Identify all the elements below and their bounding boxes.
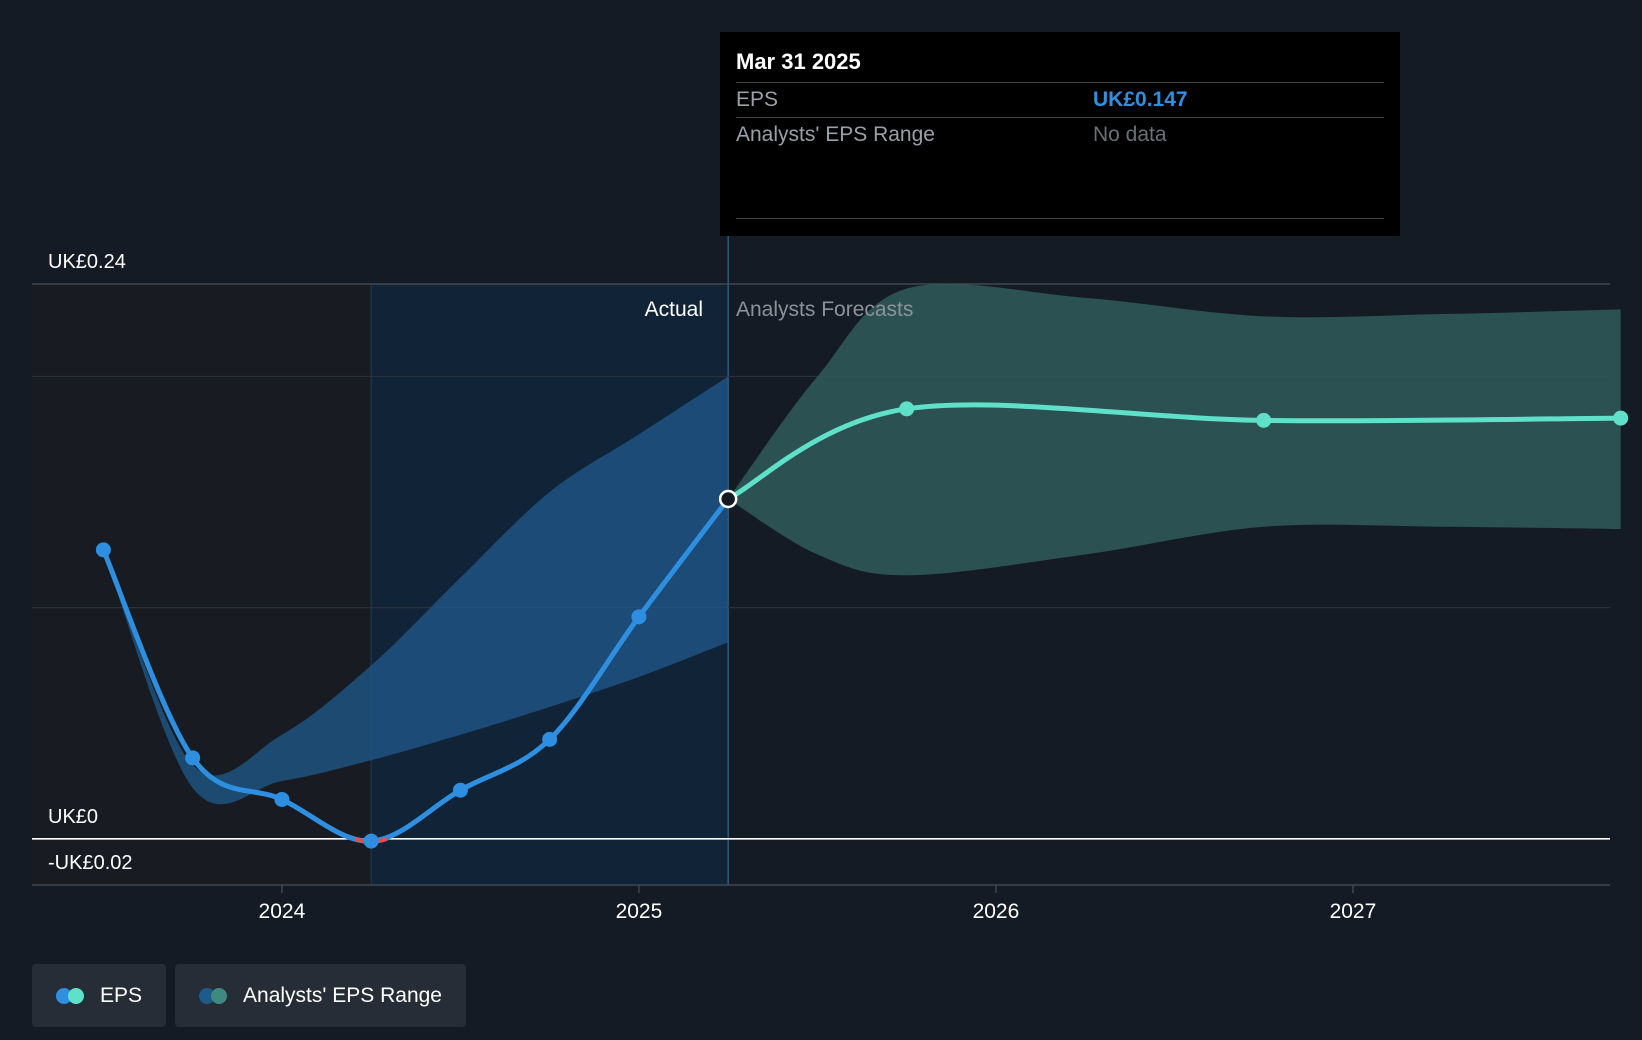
eps-point-forecast-2: [1256, 412, 1272, 428]
eps-point-actual-1: [185, 750, 201, 766]
legend-item-range[interactable]: Analysts' EPS Range: [175, 964, 466, 1027]
eps-point-actual-5: [542, 731, 558, 747]
eps-line-forecast: [725, 402, 1624, 502]
eps-point-forecast-1: [899, 401, 915, 417]
eps-point-actual-6: [631, 609, 647, 625]
actual-eps-range-area: [103, 376, 729, 805]
x-tick-label-1: 2025: [616, 900, 663, 923]
x-tick-label-0: 2024: [259, 900, 306, 923]
eps-point-actual-2: [274, 791, 290, 807]
x-tick-label-3: 2027: [1330, 900, 1377, 923]
tooltip-row-range: Analysts' EPS Range No data: [736, 118, 1384, 152]
tooltip-range-label: Analysts' EPS Range: [736, 123, 935, 146]
eps-legend-icon: [56, 987, 86, 1004]
legend-item-eps[interactable]: EPS: [32, 964, 167, 1027]
y-tick-label-2: -UK£0.02: [48, 852, 133, 874]
x-tick-label-2: 2026: [973, 900, 1020, 923]
tooltip-date: Mar 31 2025: [736, 46, 1384, 83]
forecast-label: Analysts Forecasts: [736, 298, 913, 321]
eps-point-actual-0: [95, 542, 111, 558]
y-tick-label-0: UK£0.24: [48, 251, 126, 273]
legend-eps-label: EPS: [100, 983, 143, 1007]
tooltip-range-value: No data: [1093, 123, 1167, 146]
eps-point-forecast-3: [1613, 410, 1629, 426]
legend: EPS Analysts' EPS Range: [32, 964, 466, 1027]
eps-point-highlighted: [718, 489, 738, 509]
legend-range-label: Analysts' EPS Range: [243, 983, 442, 1007]
tooltip-eps-value: UK£0.147: [1093, 88, 1188, 111]
range-legend-icon: [199, 987, 229, 1004]
tooltip-eps-label: EPS: [736, 88, 779, 111]
tooltip-divider: [736, 218, 1384, 219]
y-tick-label-1: UK£0: [48, 806, 98, 828]
tooltip: Mar 31 2025 EPS UK£0.147 Analysts' EPS R…: [720, 32, 1400, 236]
actual-label: Actual: [645, 298, 703, 321]
eps-point-actual-3: [363, 833, 379, 849]
forecast-eps-range-area: [728, 283, 1621, 576]
eps-point-actual-4: [452, 782, 468, 798]
tooltip-row-eps: EPS UK£0.147: [736, 83, 1384, 118]
eps-chart: Actual Analysts Forecasts UK£0.24 UK£0 -UK…: [32, 236, 1629, 923]
